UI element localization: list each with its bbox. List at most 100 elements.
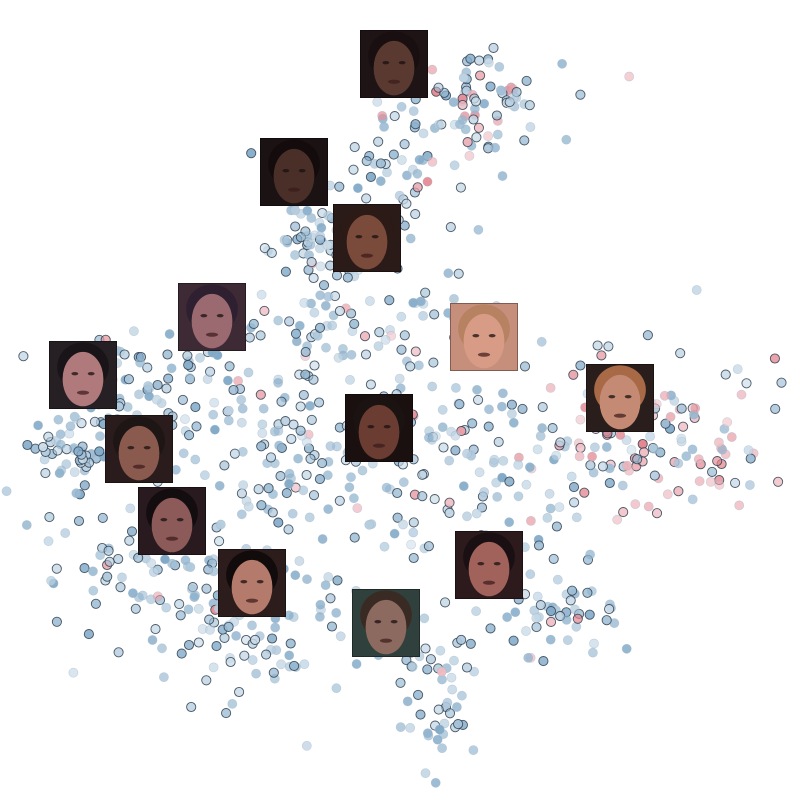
scatter-point (152, 591, 163, 602)
thumbnail-eye (367, 424, 375, 429)
scatter-point (504, 476, 515, 487)
scatter-point (365, 379, 376, 390)
scatter-point (360, 349, 372, 360)
scatter-point (417, 469, 428, 480)
scatter-point (302, 205, 313, 216)
scatter-point (410, 119, 421, 130)
scatter-point (420, 287, 431, 298)
scatter-point (415, 709, 426, 720)
scatter-point (519, 135, 530, 146)
thumbnail-eye (488, 333, 496, 338)
thumbnail-eye (398, 60, 406, 65)
scatter-point (269, 426, 280, 437)
thumbnail-frame (49, 341, 117, 409)
scatter-point (284, 468, 295, 479)
scatter-point (21, 520, 32, 530)
scatter-point (513, 459, 524, 470)
scatter-point (258, 403, 269, 414)
scatter-point (43, 431, 54, 442)
scatter-point (250, 634, 261, 645)
scatter-point (183, 359, 194, 371)
scatter-point (392, 487, 403, 499)
scatter-point (380, 334, 391, 345)
scatter-point (396, 101, 407, 112)
thumbnail-eye (382, 60, 390, 65)
scatter-point (707, 466, 718, 477)
scatter-point (314, 397, 325, 408)
scatter-point (161, 383, 172, 394)
face-thumbnail (138, 487, 206, 555)
scatter-point (300, 369, 311, 380)
scatter-point (294, 320, 305, 331)
scatter-point (53, 414, 64, 425)
scatter-point (147, 635, 158, 645)
scatter-point (379, 541, 390, 552)
scatter-point (488, 42, 499, 53)
scatter-point (305, 453, 316, 464)
scatter-point (732, 364, 743, 374)
scatter-point (308, 490, 320, 501)
face-thumbnail (218, 549, 286, 617)
scatter-point (214, 536, 225, 547)
thumbnail-frame (345, 394, 413, 462)
scatter-point (508, 635, 519, 646)
scatter-point (418, 310, 428, 321)
scatter-point (280, 266, 291, 277)
scatter-point (275, 471, 286, 482)
scatter-point (279, 234, 290, 245)
thumbnail-frame (333, 204, 401, 272)
scatter-point (545, 606, 557, 617)
scatter-point (320, 300, 331, 311)
face-thumbnail (333, 204, 401, 272)
scatter-point (322, 470, 333, 481)
scatter-point (705, 476, 716, 487)
scatter-point (395, 677, 406, 688)
scatter-point (445, 222, 456, 233)
scatter-point (124, 535, 135, 546)
scatter-point (454, 399, 465, 410)
scatter-point (497, 388, 508, 399)
scatter-point (33, 420, 43, 431)
scatter-point (335, 631, 346, 642)
scatter-point (364, 519, 375, 530)
scatter-point (315, 261, 326, 272)
scatter-point (104, 556, 115, 567)
thumbnail-eye (160, 517, 168, 522)
scatter-point (294, 556, 305, 566)
thumbnail-face (273, 148, 315, 204)
scatter-point (266, 247, 277, 258)
scatter-point (457, 99, 468, 111)
scatter-point (211, 641, 222, 652)
scatter-point (690, 403, 701, 414)
scatter-point (519, 361, 531, 372)
scatter-point (413, 689, 424, 700)
scatter-point (417, 491, 428, 502)
scatter-point (228, 384, 239, 396)
scatter-point (95, 550, 106, 560)
scatter-point (276, 396, 287, 407)
scatter-point (125, 503, 136, 514)
scatter-point (51, 563, 62, 574)
scatter-point (504, 517, 515, 528)
scatter-point (274, 440, 284, 451)
scatter-point (566, 471, 577, 482)
scatter-point (293, 453, 303, 464)
scatter-point (273, 517, 284, 528)
scatter-point (71, 488, 82, 499)
scatter-point (491, 110, 502, 121)
scatter-point (532, 444, 543, 455)
scatter-point (337, 343, 348, 354)
scatter-point (521, 75, 532, 86)
scatter-point (256, 289, 267, 300)
scatter-point (209, 397, 220, 408)
scatter-point (381, 482, 392, 493)
scatter-point (601, 442, 612, 452)
scatter-point (365, 171, 376, 182)
scatter-point (298, 389, 309, 401)
scatter-point (185, 562, 196, 572)
scatter-point (770, 403, 781, 414)
scatter-point (575, 414, 586, 425)
scatter-point (314, 612, 325, 622)
scatter-point (398, 477, 409, 488)
scatter-point (575, 89, 586, 100)
